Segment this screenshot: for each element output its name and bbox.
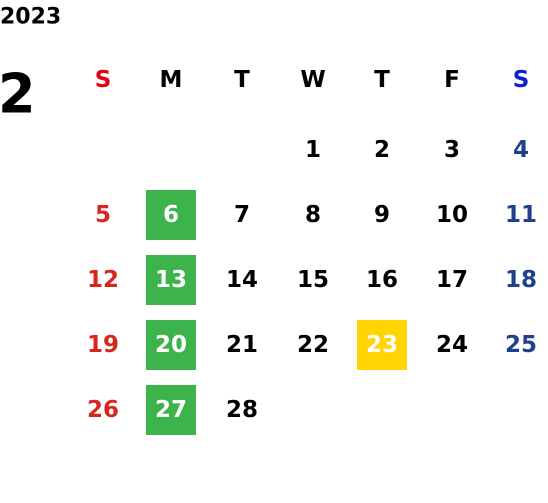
day: 22 <box>297 332 329 358</box>
day-highlight <box>146 255 196 305</box>
day: 6 <box>163 202 179 228</box>
weekday-label: T <box>374 67 390 93</box>
weekday-label: F <box>444 67 460 93</box>
day: 10 <box>436 202 468 228</box>
day: 13 <box>155 267 187 293</box>
day: 18 <box>505 267 537 293</box>
day: 2 <box>374 137 390 163</box>
day-highlight <box>146 190 196 240</box>
day: 21 <box>226 332 258 358</box>
day: 1 <box>305 137 321 163</box>
day: 3 <box>444 137 460 163</box>
day-highlight <box>146 385 196 435</box>
day: 11 <box>505 202 537 228</box>
day: 12 <box>87 267 119 293</box>
day: 26 <box>87 397 119 423</box>
day: 28 <box>226 397 258 423</box>
month: 2 <box>0 63 36 126</box>
day: 25 <box>505 332 537 358</box>
weekday-label: S <box>513 67 530 93</box>
day-highlight <box>357 320 407 370</box>
day: 16 <box>366 267 398 293</box>
weekday-label: S <box>95 67 112 93</box>
weekday-label: M <box>160 67 183 93</box>
day: 4 <box>513 137 529 163</box>
day: 27 <box>155 397 187 423</box>
weekday-label: T <box>234 67 250 93</box>
day: 7 <box>234 202 250 228</box>
weekday-label: W <box>300 67 325 93</box>
day: 19 <box>87 332 119 358</box>
day-highlight <box>146 320 196 370</box>
day: 8 <box>305 202 321 228</box>
day: 14 <box>226 267 258 293</box>
day: 20 <box>155 332 187 358</box>
day: 5 <box>95 202 111 228</box>
day: 9 <box>374 202 390 228</box>
day: 15 <box>297 267 329 293</box>
day: 23 <box>366 332 398 358</box>
year: 2023 <box>0 5 61 30</box>
day: 24 <box>436 332 468 358</box>
day: 17 <box>436 267 468 293</box>
